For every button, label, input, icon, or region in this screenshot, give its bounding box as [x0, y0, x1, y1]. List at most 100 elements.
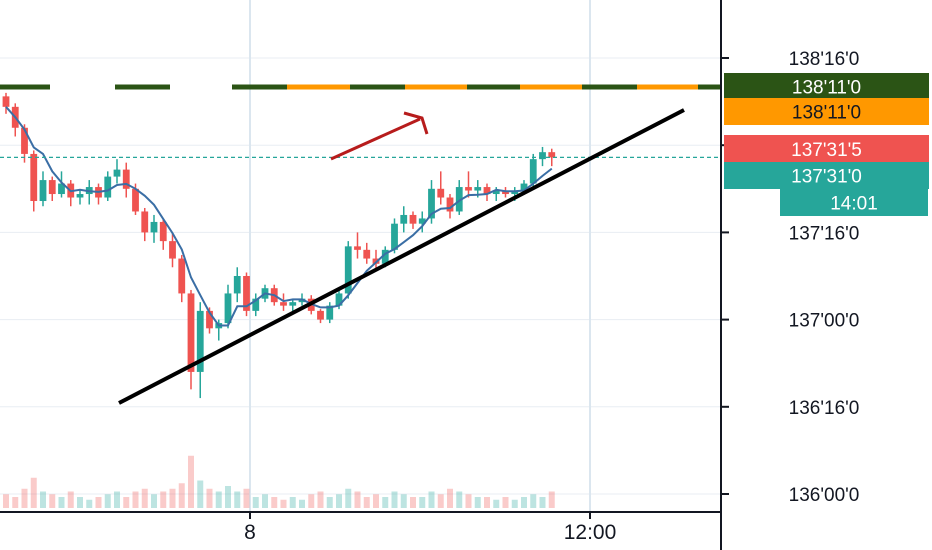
volume-bar — [160, 491, 167, 508]
candle — [455, 180, 463, 215]
candle — [289, 298, 297, 313]
volume-bar — [104, 494, 111, 508]
volume-bar — [391, 491, 398, 508]
time-axis[interactable]: 8 12:00 — [244, 512, 616, 544]
volume-bar — [234, 491, 241, 508]
y-tick-label: 137'00'0 — [789, 311, 860, 332]
volume-bar — [521, 497, 527, 508]
price-badge-resistance-line: 138'11'0 — [724, 73, 929, 100]
candle — [48, 176, 56, 202]
volume-bar — [262, 494, 268, 508]
candle — [122, 162, 130, 198]
candle — [178, 255, 186, 303]
volume-bar — [474, 497, 481, 508]
horizontal-lines — [0, 84, 721, 159]
candle — [502, 187, 509, 198]
candle — [30, 150, 38, 212]
volume-bar — [363, 497, 370, 508]
price-badge-label: 138'11'0 — [792, 103, 861, 124]
volume-bar — [345, 488, 352, 508]
volume-bar — [30, 477, 37, 508]
candle — [363, 242, 371, 264]
volume-bar — [456, 491, 463, 508]
candle — [280, 293, 287, 311]
volume-bar — [289, 497, 296, 508]
volume-bar — [141, 488, 148, 508]
price-badges: 138'11'0 138'11'0 137'31'5 137'31'0 14:01 — [724, 73, 929, 216]
candle — [187, 289, 195, 390]
moving-average — [5, 106, 553, 327]
volume-bar — [437, 494, 444, 508]
candle — [391, 218, 398, 254]
candle — [317, 309, 324, 324]
candle — [409, 211, 417, 229]
volume-bar — [271, 497, 278, 508]
volume-bar — [206, 488, 213, 508]
y-tick-label: 137'16'0 — [789, 223, 860, 244]
price-badge-label: 137'31'0 — [791, 167, 862, 188]
candle — [76, 190, 84, 205]
volume-bar — [21, 488, 28, 508]
volume-bar — [114, 491, 120, 508]
candle — [141, 207, 149, 242]
price-badge-label: 14:01 — [830, 194, 878, 215]
volume-bar — [511, 499, 518, 508]
candle — [326, 302, 334, 324]
volume-bar — [382, 497, 389, 508]
candle — [113, 159, 121, 184]
volume-bar — [243, 488, 250, 508]
volume-bar — [12, 497, 19, 508]
volume-bar — [151, 494, 157, 508]
volume-bar — [178, 483, 185, 508]
candle — [159, 218, 167, 250]
price-badge-label: 138'11'0 — [792, 78, 861, 99]
candle — [224, 284, 232, 329]
volume-bar — [539, 497, 546, 508]
volume-bar — [225, 486, 231, 508]
drawings — [118, 108, 685, 405]
candle — [243, 272, 250, 317]
moving-average-line — [5, 106, 553, 327]
x-tick-label: 12:00 — [564, 521, 617, 544]
volume-bar — [400, 494, 407, 508]
volume-bar — [308, 494, 315, 508]
candle — [437, 171, 445, 205]
volume-bar — [336, 494, 342, 508]
volume-bars — [3, 455, 555, 508]
price-badge-last-price: 137'31'5 — [724, 135, 929, 163]
volume-bar — [86, 499, 93, 508]
volume-bar — [280, 499, 287, 508]
candle — [548, 148, 556, 167]
volume-bar — [252, 497, 259, 508]
x-tick-label: 8 — [244, 521, 256, 544]
volume-bar — [169, 488, 176, 508]
volume-bar — [419, 497, 426, 508]
candle — [150, 214, 158, 243]
volume-bar — [188, 455, 194, 508]
volume-bar — [502, 497, 509, 508]
price-badge-bar-countdown: 14:01 — [780, 189, 928, 216]
candle — [483, 183, 491, 202]
candle — [529, 153, 537, 188]
volume-bar — [49, 494, 56, 508]
candle — [252, 293, 260, 317]
volume-bar — [67, 491, 74, 508]
volume-bar — [3, 494, 9, 508]
candle — [39, 171, 47, 207]
volume-bar — [410, 497, 416, 508]
volume-bar — [548, 491, 555, 508]
volume-bar — [299, 499, 305, 508]
candle — [196, 302, 204, 399]
volume-bar — [493, 499, 500, 508]
volume-bar — [465, 494, 472, 508]
volume-bar — [215, 491, 222, 508]
volume-bar — [428, 491, 435, 508]
volume-bar — [484, 497, 490, 508]
y-tick-label: 138'16'0 — [789, 49, 860, 70]
volume-bar — [354, 491, 361, 508]
candle — [418, 211, 426, 233]
volume-bar — [326, 497, 333, 508]
trend-arrow — [330, 111, 429, 161]
candle — [446, 194, 454, 219]
